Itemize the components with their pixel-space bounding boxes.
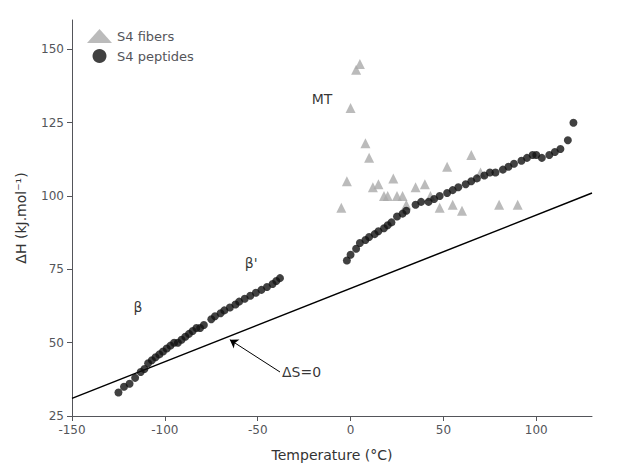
svg-text:50: 50 bbox=[49, 336, 64, 350]
svg-text:β: β bbox=[133, 299, 142, 315]
svg-text:150: 150 bbox=[41, 42, 64, 56]
svg-text:100: 100 bbox=[525, 423, 548, 437]
svg-text:S4 fibers: S4 fibers bbox=[117, 29, 174, 44]
svg-text:β': β' bbox=[245, 255, 258, 271]
svg-text:125: 125 bbox=[41, 116, 64, 130]
svg-text:25: 25 bbox=[49, 409, 64, 423]
svg-text:ΔH (kJ.mol⁻¹): ΔH (kJ.mol⁻¹) bbox=[13, 172, 29, 263]
svg-text:S4 peptides: S4 peptides bbox=[117, 49, 194, 64]
svg-text:100: 100 bbox=[41, 189, 64, 203]
svg-text:0: 0 bbox=[347, 423, 355, 437]
svg-text:-100: -100 bbox=[151, 423, 178, 437]
svg-text:ΔS=0: ΔS=0 bbox=[282, 364, 321, 380]
svg-text:75: 75 bbox=[49, 262, 64, 276]
svg-text:50: 50 bbox=[436, 423, 451, 437]
svg-text:-150: -150 bbox=[58, 423, 85, 437]
svg-text:MT: MT bbox=[312, 91, 333, 107]
svg-text:-50: -50 bbox=[248, 423, 268, 437]
svg-text:Temperature (°C): Temperature (°C) bbox=[271, 447, 393, 463]
